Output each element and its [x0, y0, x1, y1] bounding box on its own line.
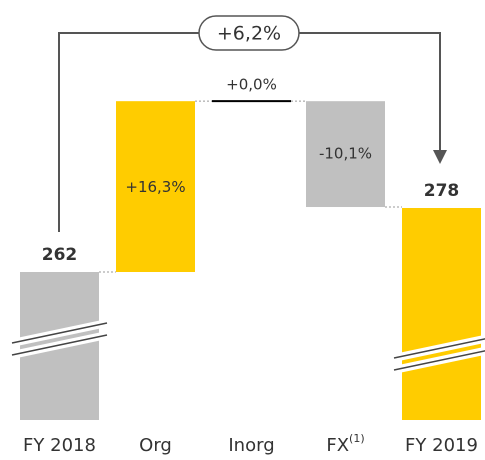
- x-tick-label: FY 2018: [23, 435, 96, 456]
- footnote-marker: (1): [349, 432, 365, 445]
- value-label: 278: [424, 181, 460, 201]
- category: Org: [139, 435, 172, 456]
- x-tick-label: FY 2019: [405, 435, 478, 456]
- value-label: -10,1%: [319, 145, 372, 163]
- axis-break-line: [11, 322, 108, 356]
- arrow-head: [433, 150, 447, 164]
- x-tick-label: FX(1): [326, 432, 364, 456]
- value-label: 262: [42, 245, 78, 265]
- value-label: +0,0%: [226, 76, 277, 94]
- bar: [116, 101, 195, 273]
- bar: [306, 101, 385, 208]
- x-tick-label: Inorg: [228, 435, 274, 456]
- category: Inorg: [228, 435, 274, 456]
- annotation: +6,2%: [217, 23, 281, 45]
- category: FY 2018: [23, 435, 96, 456]
- x-tick-label: Org: [139, 435, 172, 456]
- bar: [402, 208, 481, 420]
- category: FX: [326, 435, 349, 456]
- axis-break-line: [393, 338, 485, 371]
- category: FY 2019: [405, 435, 478, 456]
- annotation-oval: [198, 15, 300, 51]
- value-label: +16,3%: [125, 178, 185, 196]
